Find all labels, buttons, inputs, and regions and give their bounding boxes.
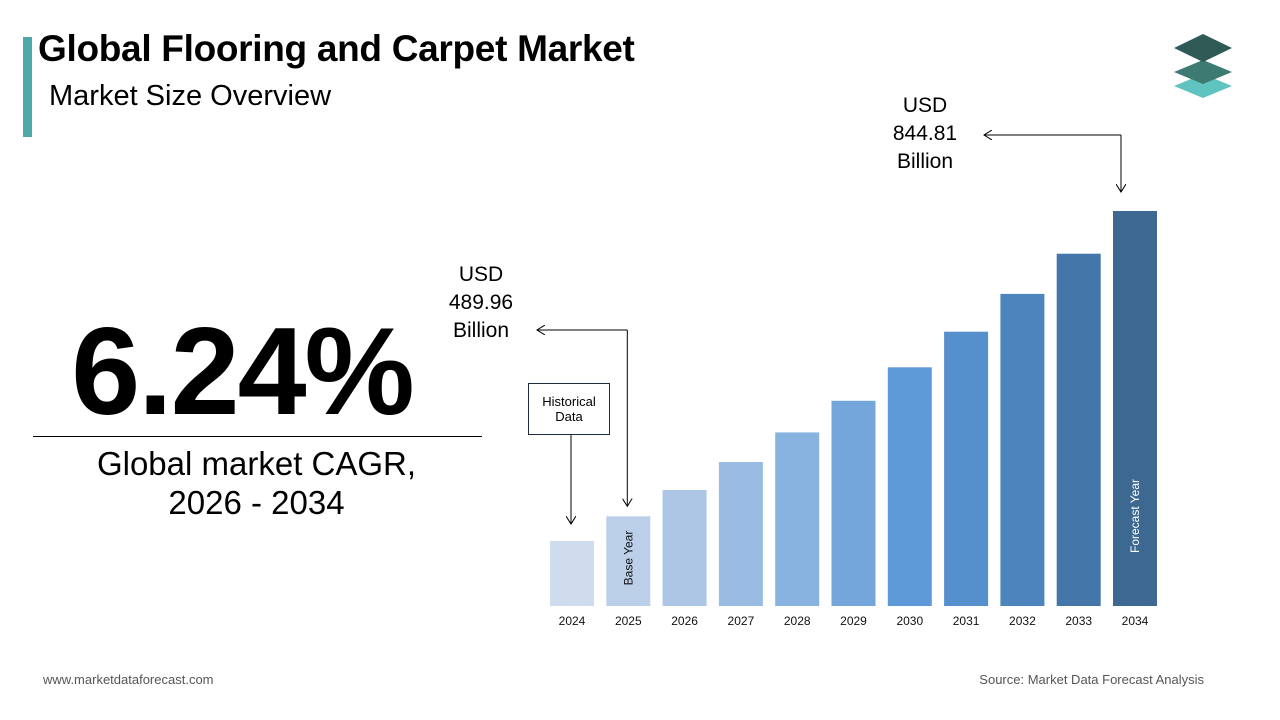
historical-label-line1: Historical [542, 394, 596, 409]
cagr-divider [33, 436, 482, 437]
cagr-label-line1: Global market CAGR, [96, 445, 417, 482]
bar-2031 [944, 331, 989, 606]
bar-2024 [550, 541, 594, 606]
cagr-value: 6.24% [71, 303, 415, 441]
base-year-label: Base Year [621, 531, 635, 586]
callout-2025-currency: USD [458, 263, 504, 286]
historical-label-line2: Data [555, 409, 583, 424]
callout-2034-currency: USD [902, 94, 948, 117]
footer-source: Source: Market Data Forecast Analysis [979, 672, 1204, 687]
x-tick-label-2025: 2025 [615, 614, 642, 628]
x-tick-label-2033: 2033 [1065, 614, 1092, 628]
x-tick-label-2026: 2026 [671, 614, 698, 628]
forecast-year-label: Forecast Year [1128, 479, 1142, 553]
x-tick-label-2027: 2027 [728, 614, 755, 628]
bar-2028 [775, 432, 820, 606]
company-logo-icon [1174, 34, 1232, 98]
callout-2034-amount: 844.81 [892, 122, 958, 145]
x-tick-label-2024: 2024 [559, 614, 586, 628]
bar-2034 [1113, 211, 1157, 606]
x-tick-label-2029: 2029 [840, 614, 867, 628]
page-title: Global Flooring and Carpet Market [38, 28, 635, 69]
bar-2032 [1000, 293, 1045, 606]
bar-2027 [718, 462, 763, 606]
bar-2029 [831, 400, 876, 606]
x-tick-label-2031: 2031 [953, 614, 980, 628]
x-tick-label-2032: 2032 [1009, 614, 1036, 628]
cagr-label: Global market CAGR, 2026 - 2034 [32, 444, 481, 522]
callout-2034: USD 844.81 Billion [885, 92, 965, 176]
x-tick-label-2028: 2028 [784, 614, 811, 628]
title-accent-bar [23, 37, 32, 137]
historical-data-box: Historical Data [528, 383, 610, 435]
x-tick-label-2034: 2034 [1122, 614, 1149, 628]
callout-2034-unit: Billion [896, 150, 954, 173]
bar-2030 [887, 367, 932, 606]
callout-2025-unit: Billion [452, 319, 510, 342]
bar-2033 [1056, 253, 1101, 606]
page-subtitle: Market Size Overview [49, 80, 332, 112]
bar-2025 [606, 516, 651, 606]
footer-website: www.marketdataforecast.com [43, 672, 214, 687]
cagr-label-line2: 2026 - 2034 [168, 484, 345, 521]
bar-2026 [662, 490, 707, 606]
x-tick-label-2030: 2030 [896, 614, 923, 628]
callout-2025-amount: 489.96 [448, 291, 514, 314]
callout-2025: USD 489.96 Billion [436, 261, 526, 345]
